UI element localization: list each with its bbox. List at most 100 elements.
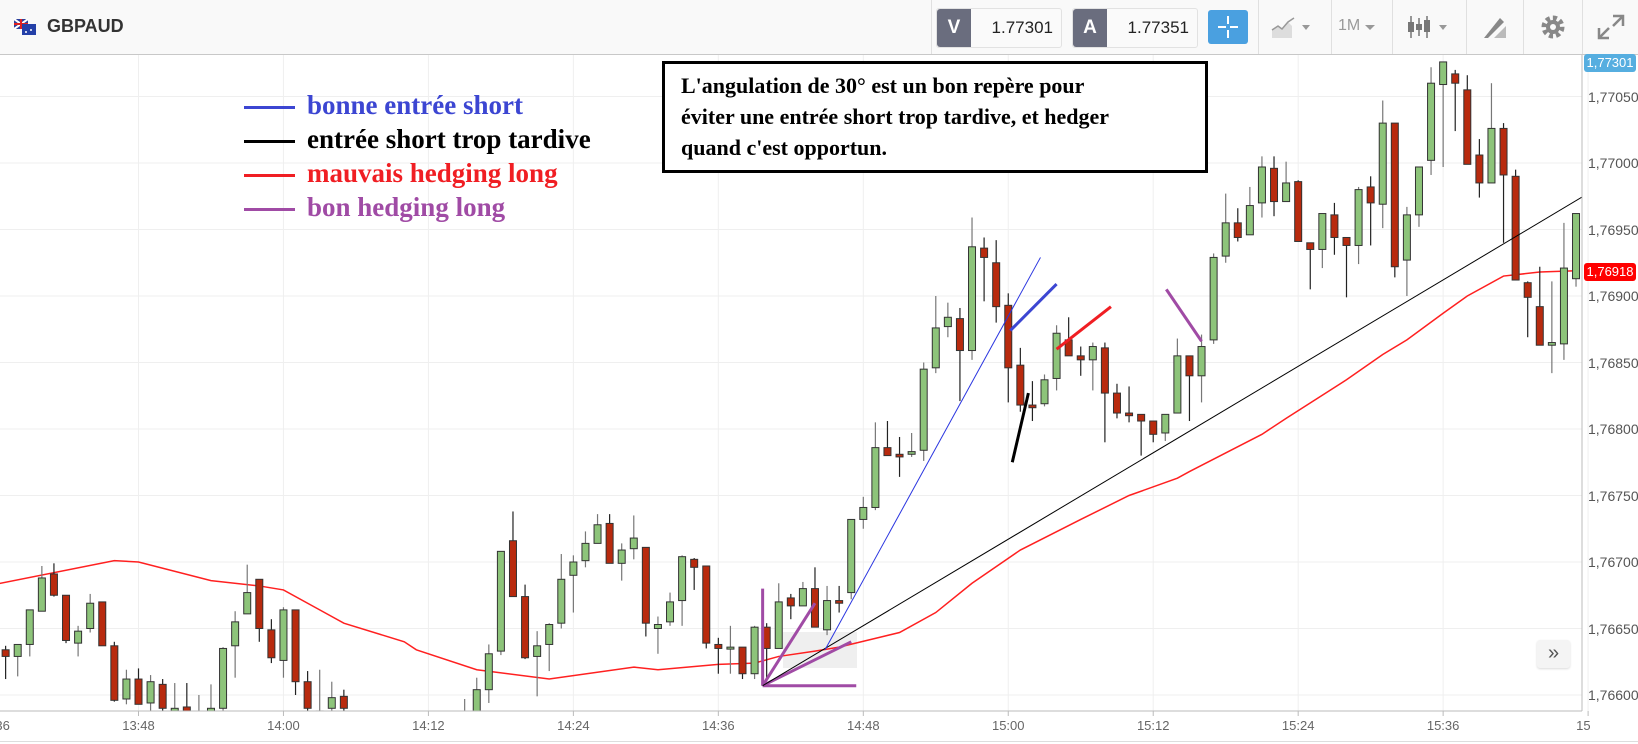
purple-fan-steep[interactable]	[761, 602, 817, 687]
candle-body	[907, 451, 916, 455]
x-tick-label: 14:24	[557, 718, 590, 733]
candle-body	[472, 689, 481, 711]
candle-up	[726, 625, 735, 674]
candle-down	[690, 558, 699, 590]
y-tick-label: 1,76650	[1588, 620, 1638, 637]
blue-good-short[interactable]	[1009, 282, 1058, 332]
red-bad-hedge[interactable]	[1055, 305, 1112, 351]
black-late-short[interactable]	[1010, 392, 1030, 463]
candle-body	[110, 645, 119, 701]
timeframe-dropdown[interactable]: 1M	[1338, 17, 1361, 34]
candle-up	[678, 555, 687, 626]
candle-up	[231, 611, 240, 678]
candle-down	[1475, 139, 1484, 198]
purple-good-hedge[interactable]	[1165, 288, 1203, 343]
divider	[1392, 0, 1393, 54]
expand-icon[interactable]	[1597, 14, 1625, 40]
candle-body	[1511, 175, 1520, 281]
candle-body	[1427, 82, 1436, 161]
candle-down	[641, 546, 650, 637]
drawing-tools-icon[interactable]	[1480, 14, 1508, 40]
candle-down	[267, 619, 276, 664]
candle-body	[762, 626, 771, 649]
scroll-right-button[interactable]: »	[1537, 640, 1570, 668]
sell-label: V	[937, 9, 971, 47]
candle-up	[327, 681, 336, 711]
divider	[1582, 0, 1583, 54]
candle-body	[1318, 213, 1327, 250]
candle-body	[653, 624, 662, 630]
legend-swatch	[244, 106, 295, 109]
legend-swatch	[244, 174, 295, 177]
candle-down	[1342, 236, 1351, 298]
candle-up	[1559, 222, 1568, 360]
candle-body	[593, 524, 602, 544]
candle-down	[1233, 208, 1242, 242]
candle-up	[968, 217, 977, 360]
moving-average	[0, 269, 1577, 680]
candle-body	[980, 247, 989, 258]
symbol-title: GBPAUD	[47, 16, 124, 36]
candle-body	[231, 621, 240, 647]
candles	[1, 61, 1581, 711]
candle-body	[255, 578, 264, 629]
candle-body	[1221, 222, 1230, 257]
candle-body	[605, 522, 614, 564]
candle-body	[1040, 379, 1049, 405]
candle-body	[86, 602, 95, 629]
candle-body	[581, 542, 590, 562]
candle-up	[1161, 413, 1170, 441]
candle-body	[243, 592, 252, 615]
candle-body	[1439, 61, 1448, 86]
candle-body	[146, 681, 155, 704]
purple-fan-shallow[interactable]	[761, 640, 852, 688]
candle-down	[1137, 413, 1146, 456]
candle-body	[291, 609, 300, 683]
candle-up	[629, 515, 638, 560]
candle-up	[1197, 334, 1206, 403]
candle-body	[327, 697, 336, 709]
gear-icon[interactable]	[1540, 14, 1566, 40]
candle-down	[339, 689, 348, 711]
candle-body	[1, 649, 10, 657]
blue-thin-line[interactable]	[824, 257, 1041, 651]
candle-down	[955, 307, 964, 402]
candle-up	[569, 555, 578, 613]
candle-down	[1028, 381, 1037, 422]
candle-body	[1161, 413, 1170, 434]
candle-down	[835, 585, 844, 613]
buy-button[interactable]: A 1.77351	[1072, 8, 1198, 48]
candle-body	[134, 678, 143, 705]
candle-up	[1040, 374, 1049, 407]
y-tick-label: 1,76850	[1588, 354, 1638, 371]
candle-body	[750, 626, 759, 675]
crosshair-icon	[1218, 16, 1238, 38]
candle-body	[1245, 205, 1254, 236]
candle-body	[1173, 355, 1182, 414]
chart-type-icon[interactable]	[1270, 14, 1314, 40]
sell-button[interactable]: V 1.77301	[936, 8, 1062, 48]
candle-body	[1197, 346, 1206, 377]
legend-label: bonne entrée short	[307, 90, 523, 120]
candlestick-icon[interactable]	[1405, 14, 1455, 40]
candle-up	[25, 609, 34, 657]
x-tick-label: 15:48	[1576, 718, 1591, 733]
candle-up	[315, 669, 324, 711]
candle-body	[122, 678, 131, 700]
y-tick-label: 1,76700	[1588, 554, 1638, 570]
candle-body	[1112, 392, 1121, 414]
black-trend-line[interactable]	[762, 192, 1590, 687]
candle-body	[1028, 404, 1037, 409]
candle-body	[1233, 222, 1242, 238]
crosshair-button[interactable]	[1208, 10, 1248, 44]
candle-body	[1572, 213, 1581, 280]
candle-body	[883, 447, 892, 457]
candle-down	[1294, 180, 1303, 242]
candle-body	[641, 546, 650, 624]
candle-body	[98, 601, 107, 647]
candle-up	[750, 625, 759, 680]
candle-up	[484, 644, 493, 703]
candle-up	[1221, 193, 1230, 263]
note-line: L'angulation de 30° est un bon repère po…	[681, 73, 1085, 98]
